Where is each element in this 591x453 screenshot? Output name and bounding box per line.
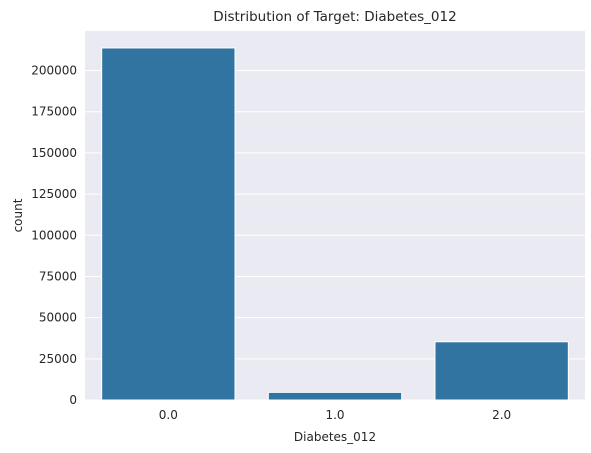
x-tick-label: 0.0	[159, 408, 178, 422]
x-tick-labels: 0.0 1.0 2.0	[159, 408, 511, 422]
y-tick-label: 150000	[31, 146, 77, 160]
chart-title: Distribution of Target: Diabetes_012	[213, 9, 456, 25]
bar-2-0	[434, 341, 569, 401]
y-tick-label: 75000	[39, 269, 77, 283]
y-tick-label: 0	[69, 393, 77, 407]
y-tick-label: 25000	[39, 352, 77, 366]
y-tick-label: 50000	[39, 311, 77, 325]
y-tick-label: 175000	[31, 105, 77, 119]
x-tick-label: 2.0	[492, 408, 511, 422]
x-tick-label: 1.0	[325, 408, 344, 422]
y-tick-label: 125000	[31, 187, 77, 201]
y-axis-label: count	[11, 198, 25, 232]
bar-1-0	[267, 391, 403, 401]
y-tick-labels: 0 25000 50000 75000 100000 125000 150000 175000…	[31, 64, 77, 407]
bars	[101, 47, 569, 401]
y-tick-label: 200000	[31, 64, 77, 78]
y-tick-label: 100000	[31, 228, 77, 242]
bar-0-0	[101, 47, 236, 401]
x-axis-label: Diabetes_012	[294, 430, 376, 444]
